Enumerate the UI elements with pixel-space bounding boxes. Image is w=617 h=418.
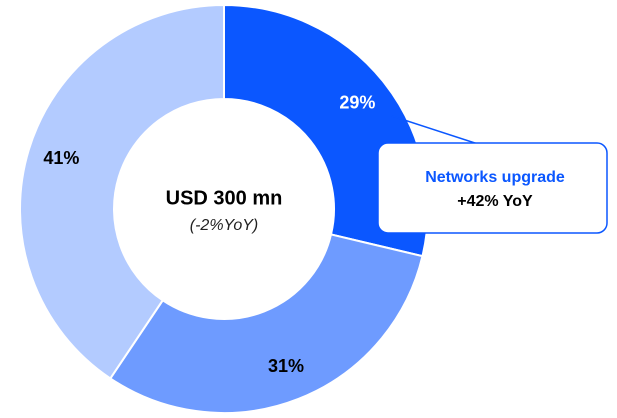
- donut-slice: [19, 3, 225, 380]
- center-subtitle: (-2%YoY): [190, 217, 258, 234]
- slice-label: 29%: [339, 92, 375, 112]
- donut: [19, 3, 429, 414]
- slice-label: 31%: [268, 356, 304, 376]
- center-title: USD 300 mn: [166, 187, 283, 209]
- callout-text: +42% YoY: [457, 193, 533, 210]
- callout-title: Networks upgrade: [425, 169, 565, 186]
- slice-label: 41%: [43, 148, 79, 168]
- callout-box: [377, 142, 608, 234]
- donut-slice: [108, 233, 424, 414]
- callout-line: [391, 115, 479, 145]
